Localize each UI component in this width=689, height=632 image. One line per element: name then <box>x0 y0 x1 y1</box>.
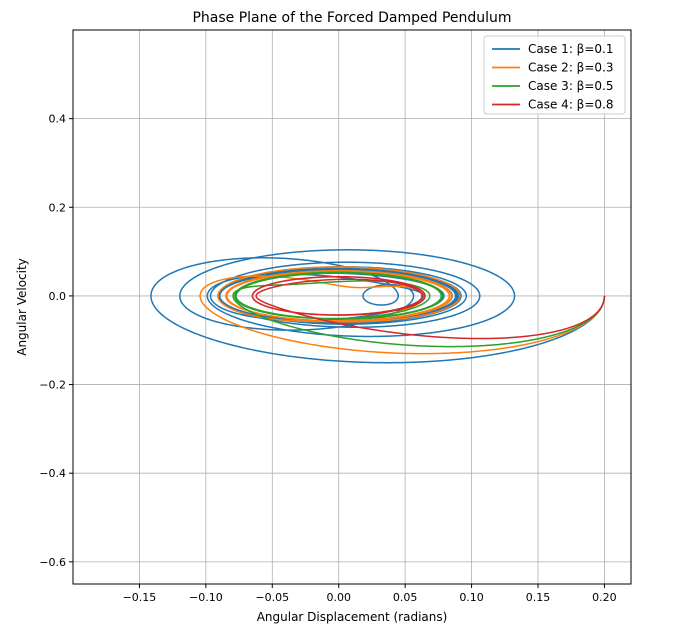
plot-frame <box>72 29 632 585</box>
y-tick-label: −0.4 <box>39 467 66 480</box>
y-tick-label: 0.2 <box>49 201 67 214</box>
series-line <box>150 249 606 364</box>
x-tick-label: −0.15 <box>123 591 157 604</box>
legend: Case 1: β=0.1 Case 2: β=0.3 Case 3: β=0.5 C… <box>483 35 626 115</box>
y-axis-ticks: −0.6 −0.4 −0.2 0.0 0.2 0.4 <box>39 113 73 569</box>
y-axis-label: Angular Velocity <box>15 258 29 356</box>
legend-label: Case 1: β=0.1 <box>528 42 613 56</box>
series-line <box>251 275 606 340</box>
x-tick-label: 0.10 <box>459 591 484 604</box>
x-tick-label: 0.15 <box>526 591 551 604</box>
series-lines <box>150 249 606 364</box>
x-tick-label: −0.10 <box>189 591 223 604</box>
legend-label: Case 2: β=0.3 <box>528 61 613 75</box>
legend-box <box>483 35 626 115</box>
legend-label: Case 4: β=0.8 <box>528 98 613 112</box>
chart-title: Phase Plane of the Forced Damped Pendulu… <box>192 10 511 26</box>
x-axis-label: Angular Displacement (radians) <box>257 610 448 624</box>
series-line <box>232 271 606 348</box>
legend-label: Case 3: β=0.5 <box>528 79 613 93</box>
series-line <box>199 266 606 355</box>
y-tick-label: −0.2 <box>39 379 66 392</box>
y-tick-label: −0.6 <box>39 556 66 569</box>
y-tick-label: 0.4 <box>49 113 67 126</box>
x-tick-label: 0.00 <box>326 591 351 604</box>
x-tick-label: 0.05 <box>393 591 418 604</box>
x-axis-ticks: −0.15 −0.10 −0.05 0.00 0.05 0.10 0.15 0.20 <box>123 584 617 604</box>
x-tick-label: −0.05 <box>255 591 289 604</box>
y-tick-label: 0.0 <box>49 290 67 303</box>
x-tick-label: 0.20 <box>592 591 617 604</box>
